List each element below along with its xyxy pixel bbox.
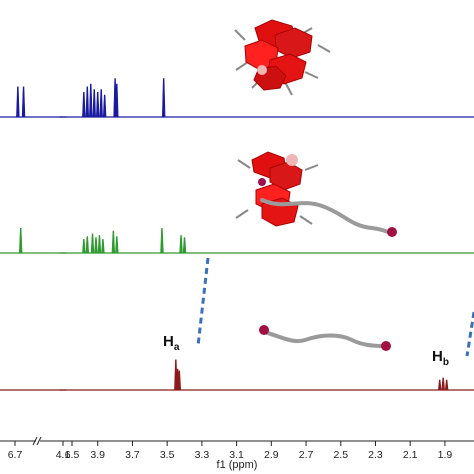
spectrum-peak <box>441 377 445 391</box>
spectrum-peak <box>18 227 23 254</box>
spectrum-peak <box>89 83 93 118</box>
spectrum-peak <box>115 83 119 118</box>
complex-molecule-icon <box>235 151 397 237</box>
spectrum-peak <box>101 238 105 254</box>
spectrum-peak <box>82 91 86 118</box>
spectrum-peak <box>96 91 100 118</box>
spectrum-peak <box>97 235 102 254</box>
spectrum-peak <box>102 94 107 118</box>
x-tick-label: 3.1 <box>229 449 244 461</box>
spectrum-peak <box>437 379 442 391</box>
spectrum-peak <box>92 89 96 118</box>
x-tick-label: 3.7 <box>125 449 140 461</box>
x-axis-break-mark <box>32 436 42 446</box>
hb-shift-dashed-line <box>465 311 474 357</box>
spectrum-peak <box>85 86 90 118</box>
x-axis: 6.7 6.54.1 3.9 3.7 3.5 3.3 3.1 2.9 2.7 2.5 2.3 2.1 1… <box>0 436 474 471</box>
hb-label: Hb <box>432 348 449 368</box>
spectrum-peak <box>16 86 20 118</box>
ha-shift-dashed-line <box>196 257 210 347</box>
guest-chain-icon <box>259 325 391 351</box>
spectrum-peak <box>85 236 90 254</box>
x-tick-label: 2.1 <box>403 449 418 461</box>
spectrum-trace-2 <box>0 227 474 254</box>
x-tick-label: 1.9 <box>438 449 453 461</box>
spectrum-peak <box>177 370 182 391</box>
x-tick-label: 2.7 <box>299 449 314 461</box>
spectrum-peak <box>161 78 166 118</box>
x-tick-label: 4.1 <box>56 449 71 461</box>
spectra-group <box>0 78 474 391</box>
x-tick-label: 3.9 <box>90 449 105 461</box>
spectrum-peak <box>82 238 86 254</box>
cage-molecule-icon <box>234 19 331 96</box>
spectrum-peak <box>160 227 164 254</box>
spectrum-peak <box>111 230 116 254</box>
spectrum-peak <box>21 86 26 118</box>
spectrum-peak <box>182 237 187 254</box>
spectrum-peak <box>444 379 449 391</box>
spectrum-peak <box>115 236 119 254</box>
x-tick-label: 3.5 <box>160 449 175 461</box>
x-tick-label: 2.5 <box>333 449 348 461</box>
spectrum-peak <box>99 89 103 118</box>
x-tick-label: 6.7 <box>8 449 23 461</box>
ha-label: Ha <box>163 333 180 353</box>
spectrum-trace-3 <box>0 359 474 391</box>
spectrum-peak <box>90 233 95 254</box>
spectrum-trace-1 <box>0 78 474 118</box>
spectrum-peak <box>94 237 98 254</box>
x-tick-label: 2.9 <box>264 449 279 461</box>
x-axis-label: f1 (ppm) <box>217 459 258 471</box>
x-tick-label: 3.3 <box>195 449 210 461</box>
spectrum-peak <box>179 235 183 254</box>
x-tick-label: 2.3 <box>368 449 383 461</box>
x-tick-label: 6.5 <box>65 449 80 461</box>
